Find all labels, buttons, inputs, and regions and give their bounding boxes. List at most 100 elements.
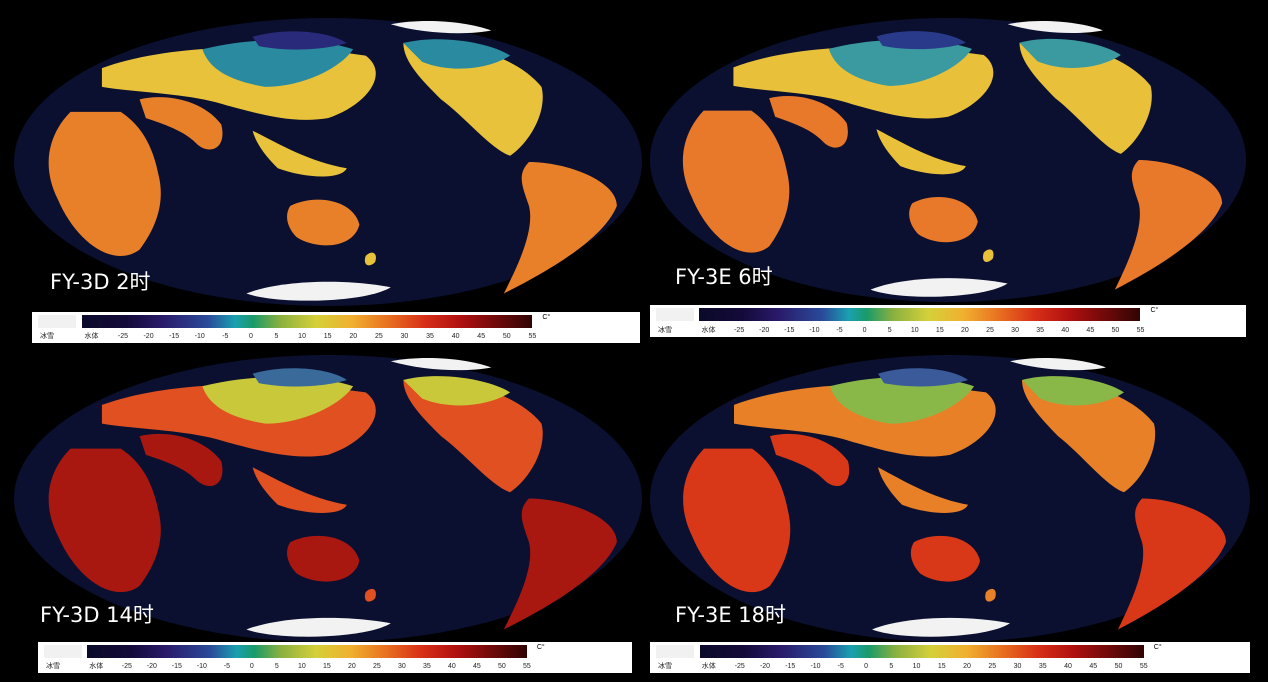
colorbar-tick: -15	[169, 333, 180, 340]
land-australia	[909, 197, 978, 243]
greenland-ice	[390, 21, 492, 34]
land-africa	[683, 448, 791, 593]
colorbar-tick: 10	[910, 327, 919, 334]
land-south-america	[1118, 498, 1226, 630]
colorbar-tick: 5	[274, 333, 279, 340]
land-north-america	[403, 41, 543, 156]
colorbar-tick: 45	[477, 333, 486, 340]
unit-label: C°	[1150, 307, 1159, 314]
color-gradient	[82, 315, 533, 328]
panel-title: FY-3E 18时	[675, 603, 787, 627]
land-na-north	[403, 376, 511, 406]
temperature-map	[650, 18, 1246, 302]
colorbar-tick: 20	[963, 663, 971, 670]
land-africa	[48, 448, 161, 593]
panel-title: FY-3E 6时	[675, 265, 773, 289]
colorbar-tick: 5	[274, 663, 279, 670]
colorbar-tick: 35	[422, 663, 431, 670]
colorbar-tick: 30	[1011, 327, 1019, 334]
land-na-north	[1022, 376, 1124, 406]
land-new-zealand	[985, 588, 996, 602]
colorbar-tick: 30	[1013, 663, 1022, 670]
colorbar-tick: 30	[397, 663, 406, 670]
colorbar-tick: -20	[759, 663, 771, 670]
colorbar-tick: -5	[223, 663, 230, 670]
colorbar-tick: -5	[222, 333, 229, 340]
colorbar-tick: 35	[426, 333, 434, 340]
colorbar-tick: 50	[502, 333, 511, 340]
colorbar-tick: 30	[400, 333, 409, 340]
land-se-asia	[878, 467, 968, 513]
colorbar-tick: -10	[194, 333, 205, 340]
colorbar: C° 冰雪 水体 -25 -20 -15 -10 -5 0 5 10 15 20 25 30 35 40 45 50…	[32, 312, 640, 343]
colorbar-tick: 40	[451, 333, 460, 340]
colorbar-tick: -25	[734, 663, 745, 670]
ice-label: 冰雪	[658, 663, 672, 670]
colorbar-tick: 50	[1114, 663, 1123, 670]
colorbar-tick: -10	[809, 327, 820, 334]
land-australia	[287, 535, 360, 582]
colorbar-tick: 40	[1064, 663, 1072, 670]
colorbar-tick: -10	[196, 663, 207, 670]
colorbar-tick: 0	[249, 663, 254, 670]
panel-title: FY-3D 14时	[40, 603, 154, 627]
land-na-north	[403, 39, 511, 69]
land-africa	[682, 110, 790, 253]
land-north-america	[1022, 378, 1156, 493]
colorbar-tick: 5	[887, 327, 892, 334]
colorbar-tick: 55	[522, 663, 531, 670]
antarctica-ice	[246, 281, 391, 301]
colorbar-tick: 35	[1036, 327, 1045, 334]
unit-label: C°	[1153, 644, 1162, 651]
colorbar-tick: 50	[1111, 327, 1120, 334]
colorbar-tick: 25	[988, 663, 997, 670]
land-arctic	[876, 31, 966, 50]
colorbar-tick: 55	[1136, 327, 1145, 334]
antarctica-ice	[872, 617, 1010, 637]
land-siberia	[828, 39, 972, 86]
colorbar-tick: 25	[986, 327, 994, 334]
land-australia	[910, 535, 980, 582]
land-arctic	[252, 31, 347, 50]
colorbar: C° 冰雪 水体 -25 -20 -15 -10 -5 0 5 10 15 20 25 30 35 40 45 50…	[650, 642, 1250, 673]
colorbar-tick: 45	[1086, 327, 1095, 334]
water-label: 水体	[89, 663, 104, 670]
colorbar-tick: -20	[143, 333, 154, 340]
land-africa	[48, 111, 161, 256]
colorbar-tick: -15	[171, 663, 182, 670]
ice-label: 冰雪	[658, 327, 672, 334]
land-na-north	[1019, 38, 1121, 68]
colorbar-tick: 50	[497, 663, 506, 670]
land-new-zealand	[982, 249, 994, 262]
colorbar-tick: -20	[759, 327, 770, 334]
land-south-america	[503, 498, 617, 630]
colorbar-tick: 15	[937, 663, 946, 670]
colorbar-tick: 10	[298, 333, 306, 340]
ice-label: 冰雪	[46, 663, 60, 670]
land-se-asia	[252, 130, 347, 177]
color-gradient	[699, 308, 1141, 321]
water-label: 水体	[701, 327, 716, 334]
colorbar-tick: 10	[297, 663, 306, 670]
greenland-ice	[1007, 20, 1103, 34]
land-eurasia-south	[139, 433, 223, 487]
land-se-asia	[876, 129, 966, 175]
land-eurasia-south	[139, 97, 223, 150]
ice-swatch	[656, 645, 694, 658]
land-south-america	[503, 162, 617, 294]
unit-label: C°	[542, 314, 551, 321]
colorbar-tick: 40	[1061, 327, 1070, 334]
colorbar-tick: 0	[248, 333, 253, 340]
colorbar-tick: 10	[912, 663, 921, 670]
land-north-america	[403, 378, 543, 493]
land-australia	[287, 199, 360, 246]
ice-swatch	[38, 315, 76, 328]
colorbar-tick: 15	[322, 663, 331, 670]
panel-title: FY-3D 2时	[50, 270, 151, 294]
water-label: 水体	[84, 333, 99, 340]
ice-label: 冰雪	[40, 333, 54, 340]
colorbar-tick: -25	[734, 327, 745, 334]
colorbar-tick: 25	[372, 663, 381, 670]
colorbar-tick: 55	[1139, 663, 1148, 670]
temperature-map	[14, 18, 642, 306]
